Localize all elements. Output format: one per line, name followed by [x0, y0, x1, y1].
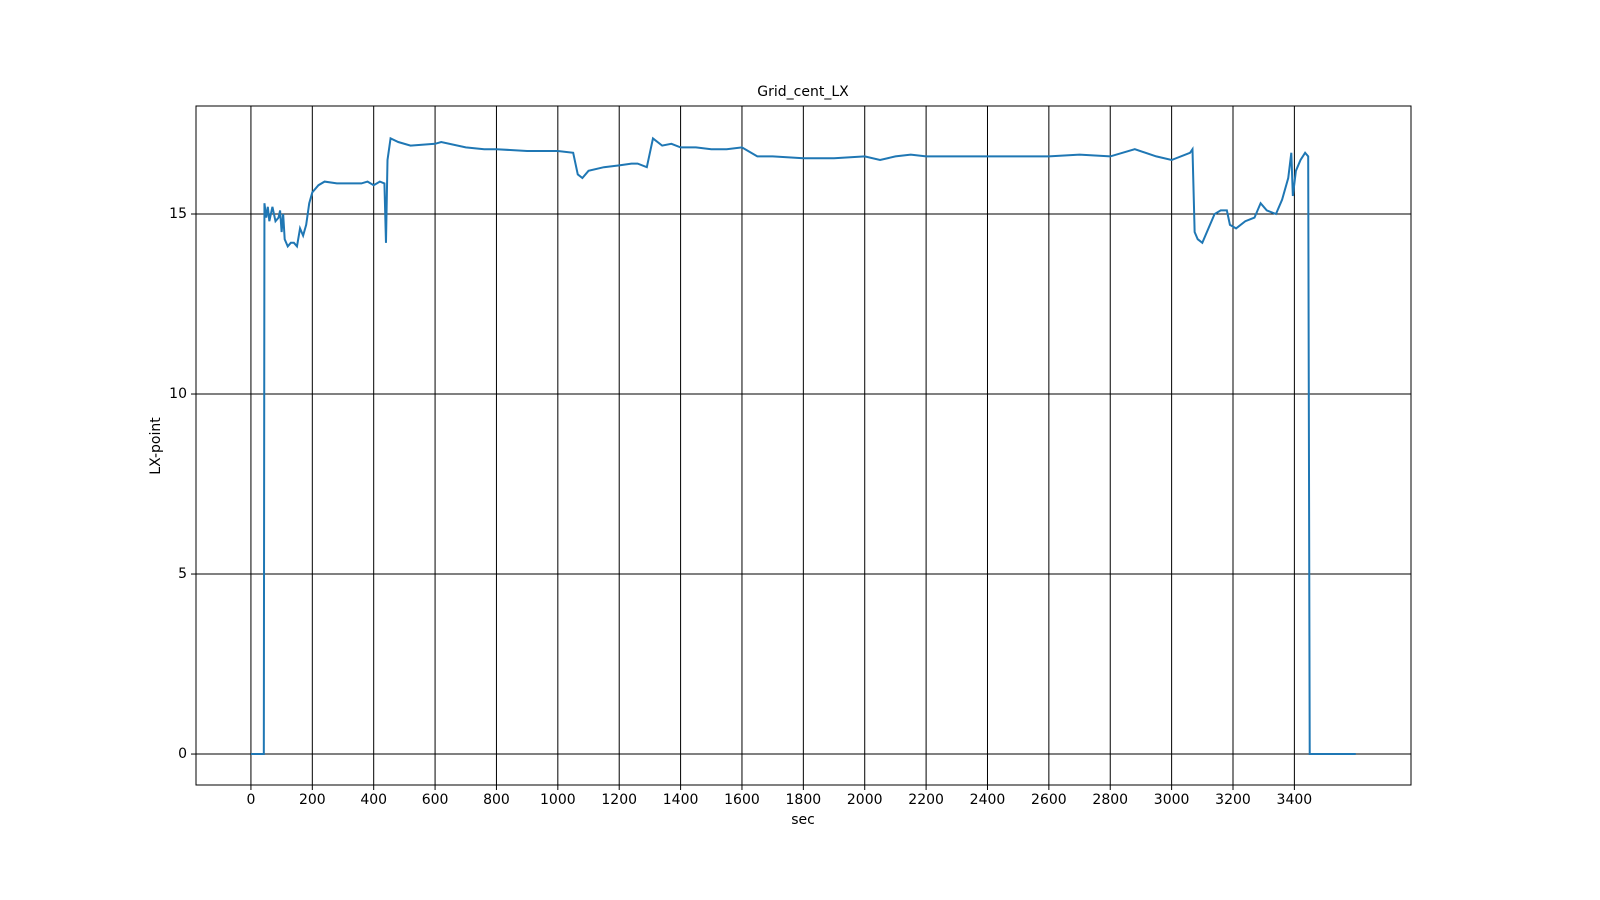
x-tick-label: 3000 — [1154, 792, 1190, 808]
x-tick-label: 3200 — [1215, 792, 1251, 808]
x-tick-label: 2200 — [908, 792, 944, 808]
x-tick-label: 2600 — [1031, 792, 1067, 808]
x-tick-label: 1000 — [540, 792, 576, 808]
y-tick-label: 5 — [178, 566, 187, 582]
x-tick-label: 2400 — [970, 792, 1006, 808]
x-tick-label: 1200 — [601, 792, 637, 808]
plot-frame — [195, 105, 1412, 786]
y-tick-label: 10 — [169, 386, 187, 402]
x-tick-label: 400 — [360, 792, 387, 808]
x-tick-label: 3400 — [1277, 792, 1313, 808]
chart-title: Grid_cent_LX — [757, 84, 849, 100]
y-tick-label: 15 — [169, 206, 187, 222]
data-line — [250, 136, 1356, 756]
x-tick-label: 1600 — [724, 792, 760, 808]
x-tick-label: 800 — [483, 792, 510, 808]
x-tick-label: 200 — [299, 792, 326, 808]
x-tick-label: 2800 — [1092, 792, 1128, 808]
y-axis-label: LX-point — [148, 417, 164, 475]
y-tick-label: 0 — [178, 746, 187, 762]
x-tick-label: 2000 — [847, 792, 883, 808]
x-tick-label: 600 — [422, 792, 449, 808]
x-tick-label: 0 — [246, 792, 255, 808]
x-axis-label: sec — [791, 812, 815, 828]
x-tick-label: 1400 — [663, 792, 699, 808]
x-tick-label: 1800 — [786, 792, 822, 808]
